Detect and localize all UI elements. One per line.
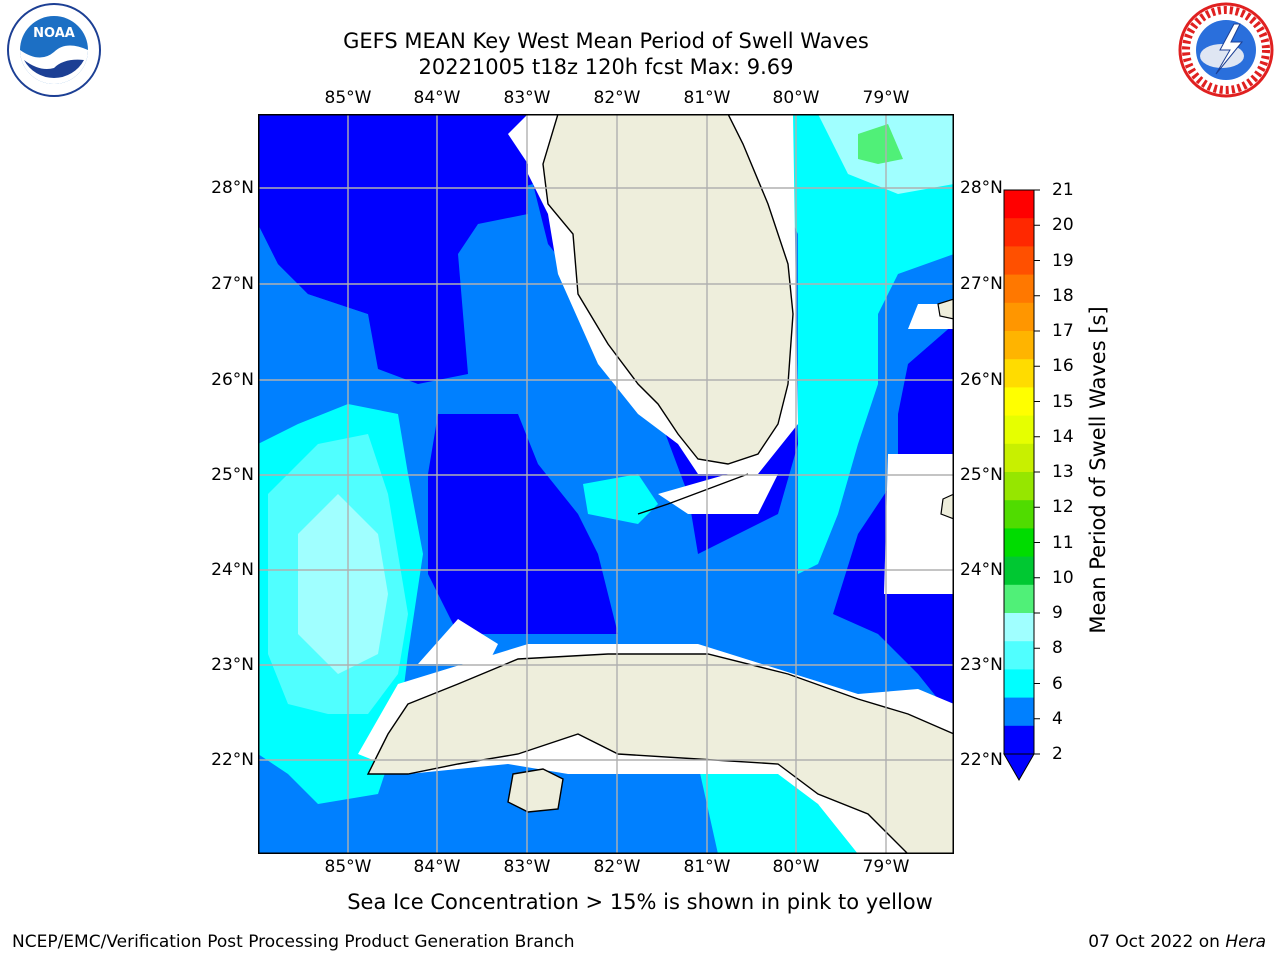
map-title: GEFS MEAN Key West Mean Period of Swell …: [343, 29, 869, 53]
colorbar-tick-label: 10: [1052, 567, 1074, 588]
lat-label: 26°N: [211, 370, 254, 390]
colorbar-tick-label: 21: [1052, 180, 1074, 200]
contour-2-4-strait: [428, 414, 618, 634]
contour-6-8-east: [750, 114, 954, 574]
lat-label: 27°N: [960, 274, 1003, 294]
colorbar-tick-label: 11: [1052, 532, 1074, 553]
graticule: [258, 114, 954, 854]
colorbar-segment: [1004, 443, 1034, 473]
colorbar-tick-label: 18: [1052, 285, 1074, 306]
contour-9-10-east: [858, 124, 903, 164]
colorbar-segment: [1004, 641, 1034, 670]
colorbar-tick-label: 12: [1052, 497, 1074, 518]
contour-6-8-keys: [583, 474, 658, 524]
lon-label: 84°W: [413, 88, 461, 108]
colorbar-segment: [1004, 500, 1034, 529]
colorbar-segment: [1004, 359, 1034, 388]
lon-label: 83°W: [503, 857, 551, 877]
lat-label: 25°N: [960, 465, 1003, 485]
footer-credit: NCEP/EMC/Verification Post Processing Pr…: [12, 932, 575, 952]
colorbar-tick-label: 9: [1052, 603, 1063, 623]
colorbar-segment: [1004, 218, 1034, 247]
colorbar-tick-label: 14: [1052, 426, 1074, 447]
colorbar-segment: [1004, 274, 1034, 304]
lat-label: 24°N: [960, 560, 1003, 580]
bahamas-land: [940, 493, 954, 520]
colorbar-tick-label: 20: [1052, 215, 1074, 236]
isla-juventud-land: [507, 768, 564, 813]
footer-host: Hera: [1225, 932, 1266, 952]
map-subtitle: 20221005 t18z 120h fcst Max: 9.69: [418, 55, 794, 79]
lat-label: 28°N: [960, 178, 1003, 198]
lon-label: 82°W: [593, 857, 641, 877]
swell-period-map[interactable]: [258, 114, 954, 854]
lat-label: 23°N: [211, 655, 254, 675]
nodata-bahamas: [884, 454, 954, 594]
colorbar: [1003, 189, 1040, 782]
colorbar-segment: [1004, 302, 1034, 332]
lon-label: 80°W: [772, 88, 820, 108]
lat-label: 28°N: [211, 178, 254, 198]
colorbar-tick-label: 17: [1052, 321, 1074, 341]
lat-label: 25°N: [211, 465, 254, 485]
colorbar-segment: [1004, 669, 1034, 699]
nws-logo-icon: [1178, 2, 1274, 98]
nodata-keys: [658, 474, 778, 514]
lon-label: 85°W: [324, 857, 372, 877]
lon-label: 81°W: [683, 857, 731, 877]
colorbar-segment: [1004, 725, 1034, 755]
lon-label: 83°W: [503, 88, 551, 108]
footer-date: 07 Oct 2022 on Hera: [1088, 932, 1266, 952]
colorbar-tick-label: 4: [1052, 708, 1063, 729]
noaa-logo-icon: NOAA: [7, 3, 101, 97]
colorbar-label: Mean Period of Swell Waves [s]: [1086, 306, 1110, 634]
florida-keys: [637, 473, 749, 515]
lon-label: 84°W: [413, 857, 461, 877]
colorbar-segment: [1004, 472, 1034, 501]
nodata: [418, 619, 498, 664]
lat-label: 23°N: [960, 655, 1003, 675]
florida-land: [542, 114, 794, 465]
nodata: [508, 114, 528, 164]
lat-label: 27°N: [211, 274, 254, 294]
lon-label: 80°W: [772, 857, 820, 877]
lon-label: 79°W: [862, 88, 910, 108]
colorbar-tick-label: 13: [1052, 462, 1074, 482]
colorbar-tick-label: 15: [1052, 391, 1074, 412]
lon-label: 79°W: [862, 857, 910, 877]
colorbar-segment: [1004, 387, 1034, 417]
lat-label: 22°N: [960, 750, 1003, 770]
map-frame: [258, 114, 954, 854]
contour-6-8-south: [698, 764, 868, 854]
colorbar-segment: [1004, 584, 1034, 614]
lon-label: 81°W: [683, 88, 731, 108]
colorbar-tick-label: 8: [1052, 638, 1063, 659]
colorbar-tick-label: 6: [1052, 673, 1063, 694]
contour-9-west: [298, 494, 388, 674]
bahamas-land: [937, 298, 954, 320]
colorbar-segment: [1004, 613, 1034, 642]
colorbar-segment: [1004, 190, 1034, 219]
colorbar-segment: [1004, 246, 1034, 276]
svg-text:NOAA: NOAA: [33, 26, 75, 41]
contour-2-4-gulf: [258, 114, 528, 384]
colorbar-tick-label: 16: [1052, 356, 1074, 377]
footer-date-text: 07 Oct 2022 on: [1088, 932, 1226, 952]
colorbar-tick-label: 19: [1052, 250, 1074, 271]
lon-label: 85°W: [324, 88, 372, 108]
lat-label: 22°N: [211, 750, 254, 770]
colorbar-segment: [1004, 528, 1034, 558]
lon-label: 82°W: [593, 88, 641, 108]
sea-ice-note: Sea Ice Concentration > 15% is shown in …: [347, 890, 933, 914]
colorbar-segment: [1004, 415, 1034, 445]
colorbar-extend-min: [1003, 753, 1035, 782]
cuba-land: [366, 653, 954, 854]
colorbar-segment: [1004, 556, 1034, 586]
lat-label: 24°N: [211, 560, 254, 580]
colorbar-tick-label: 2: [1052, 744, 1063, 764]
lat-label: 26°N: [960, 370, 1003, 390]
colorbar-segment: [1004, 697, 1034, 727]
colorbar-segment: [1004, 331, 1034, 360]
